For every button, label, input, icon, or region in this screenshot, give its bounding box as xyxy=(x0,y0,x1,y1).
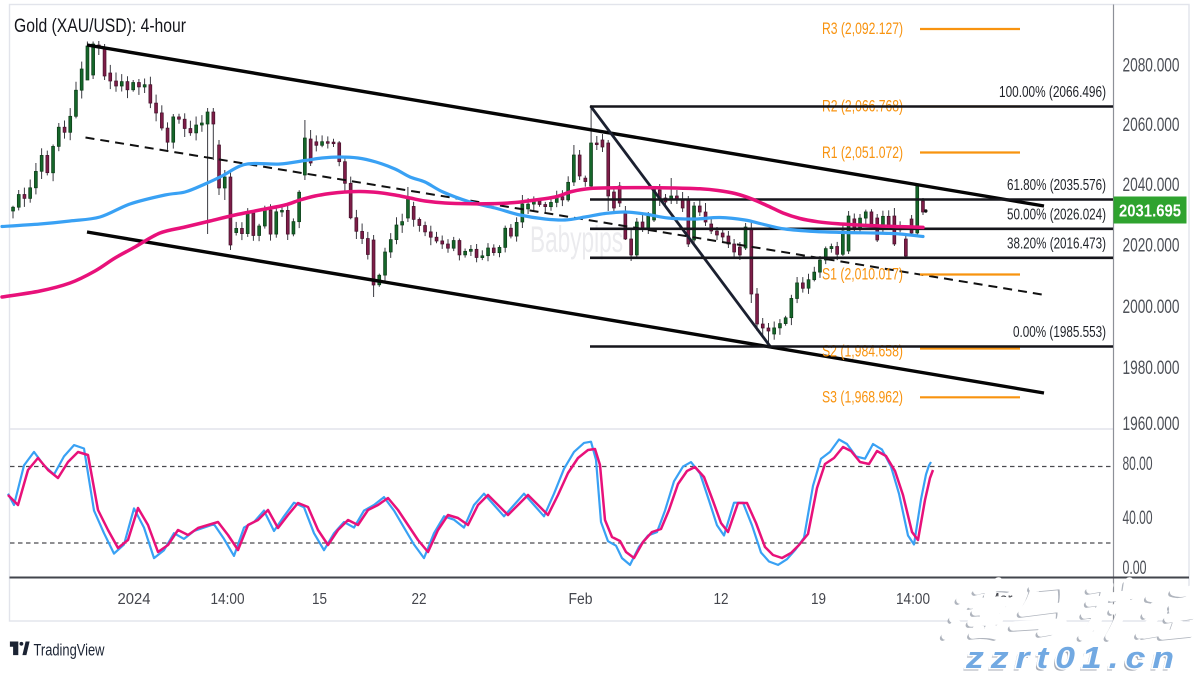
svg-text:12: 12 xyxy=(714,591,729,608)
svg-text:14:00: 14:00 xyxy=(896,591,930,608)
svg-text:Gold (XAU/USD): 4-hour: Gold (XAU/USD): 4-hour xyxy=(14,16,187,37)
svg-text:40.00: 40.00 xyxy=(1123,508,1153,529)
svg-text:2040.000: 2040.000 xyxy=(1123,175,1180,196)
svg-text:22: 22 xyxy=(412,591,427,608)
svg-text:2080.000: 2080.000 xyxy=(1123,56,1180,77)
svg-text:2060.000: 2060.000 xyxy=(1123,115,1180,136)
svg-text:TradingView: TradingView xyxy=(34,641,106,660)
svg-text:50.00% (2026.024): 50.00% (2026.024) xyxy=(1007,206,1106,223)
svg-text:Feb: Feb xyxy=(569,591,593,608)
svg-text:1960.000: 1960.000 xyxy=(1123,414,1180,435)
svg-text:2020.000: 2020.000 xyxy=(1123,236,1180,257)
svg-text:R1 (2,051.072): R1 (2,051.072) xyxy=(822,144,903,162)
svg-text:19: 19 xyxy=(811,591,826,608)
svg-text:15: 15 xyxy=(312,591,327,608)
svg-text:1980.000: 1980.000 xyxy=(1123,358,1180,379)
svg-text:2024: 2024 xyxy=(118,591,151,608)
svg-text:14:00: 14:00 xyxy=(211,591,245,608)
svg-text:38.20% (2016.473): 38.20% (2016.473) xyxy=(1007,235,1106,252)
svg-text:S1 (2,010.017): S1 (2,010.017) xyxy=(822,266,903,284)
svg-text:2000.000: 2000.000 xyxy=(1123,297,1180,318)
svg-text:2031.695: 2031.695 xyxy=(1119,201,1181,221)
svg-text:80.00: 80.00 xyxy=(1123,454,1153,475)
svg-text:zzrt01.cn: zzrt01.cn xyxy=(962,643,1178,676)
svg-text:100.00% (2066.496): 100.00% (2066.496) xyxy=(999,84,1106,101)
svg-text:61.80% (2035.576): 61.80% (2035.576) xyxy=(1007,177,1106,194)
svg-text:R3 (2,092.127): R3 (2,092.127) xyxy=(822,20,903,38)
svg-text:S3 (1,968.962): S3 (1,968.962) xyxy=(822,389,903,407)
svg-text:0.00% (1985.553): 0.00% (1985.553) xyxy=(1013,324,1106,341)
svg-text:zzrt01.cn: zzrt01.cn xyxy=(965,640,1181,675)
svg-text:0.00: 0.00 xyxy=(1123,558,1147,579)
svg-text:zzrt01.cn: zzrt01.cn xyxy=(965,640,1181,675)
svg-text:Babypips: Babypips xyxy=(530,219,623,260)
